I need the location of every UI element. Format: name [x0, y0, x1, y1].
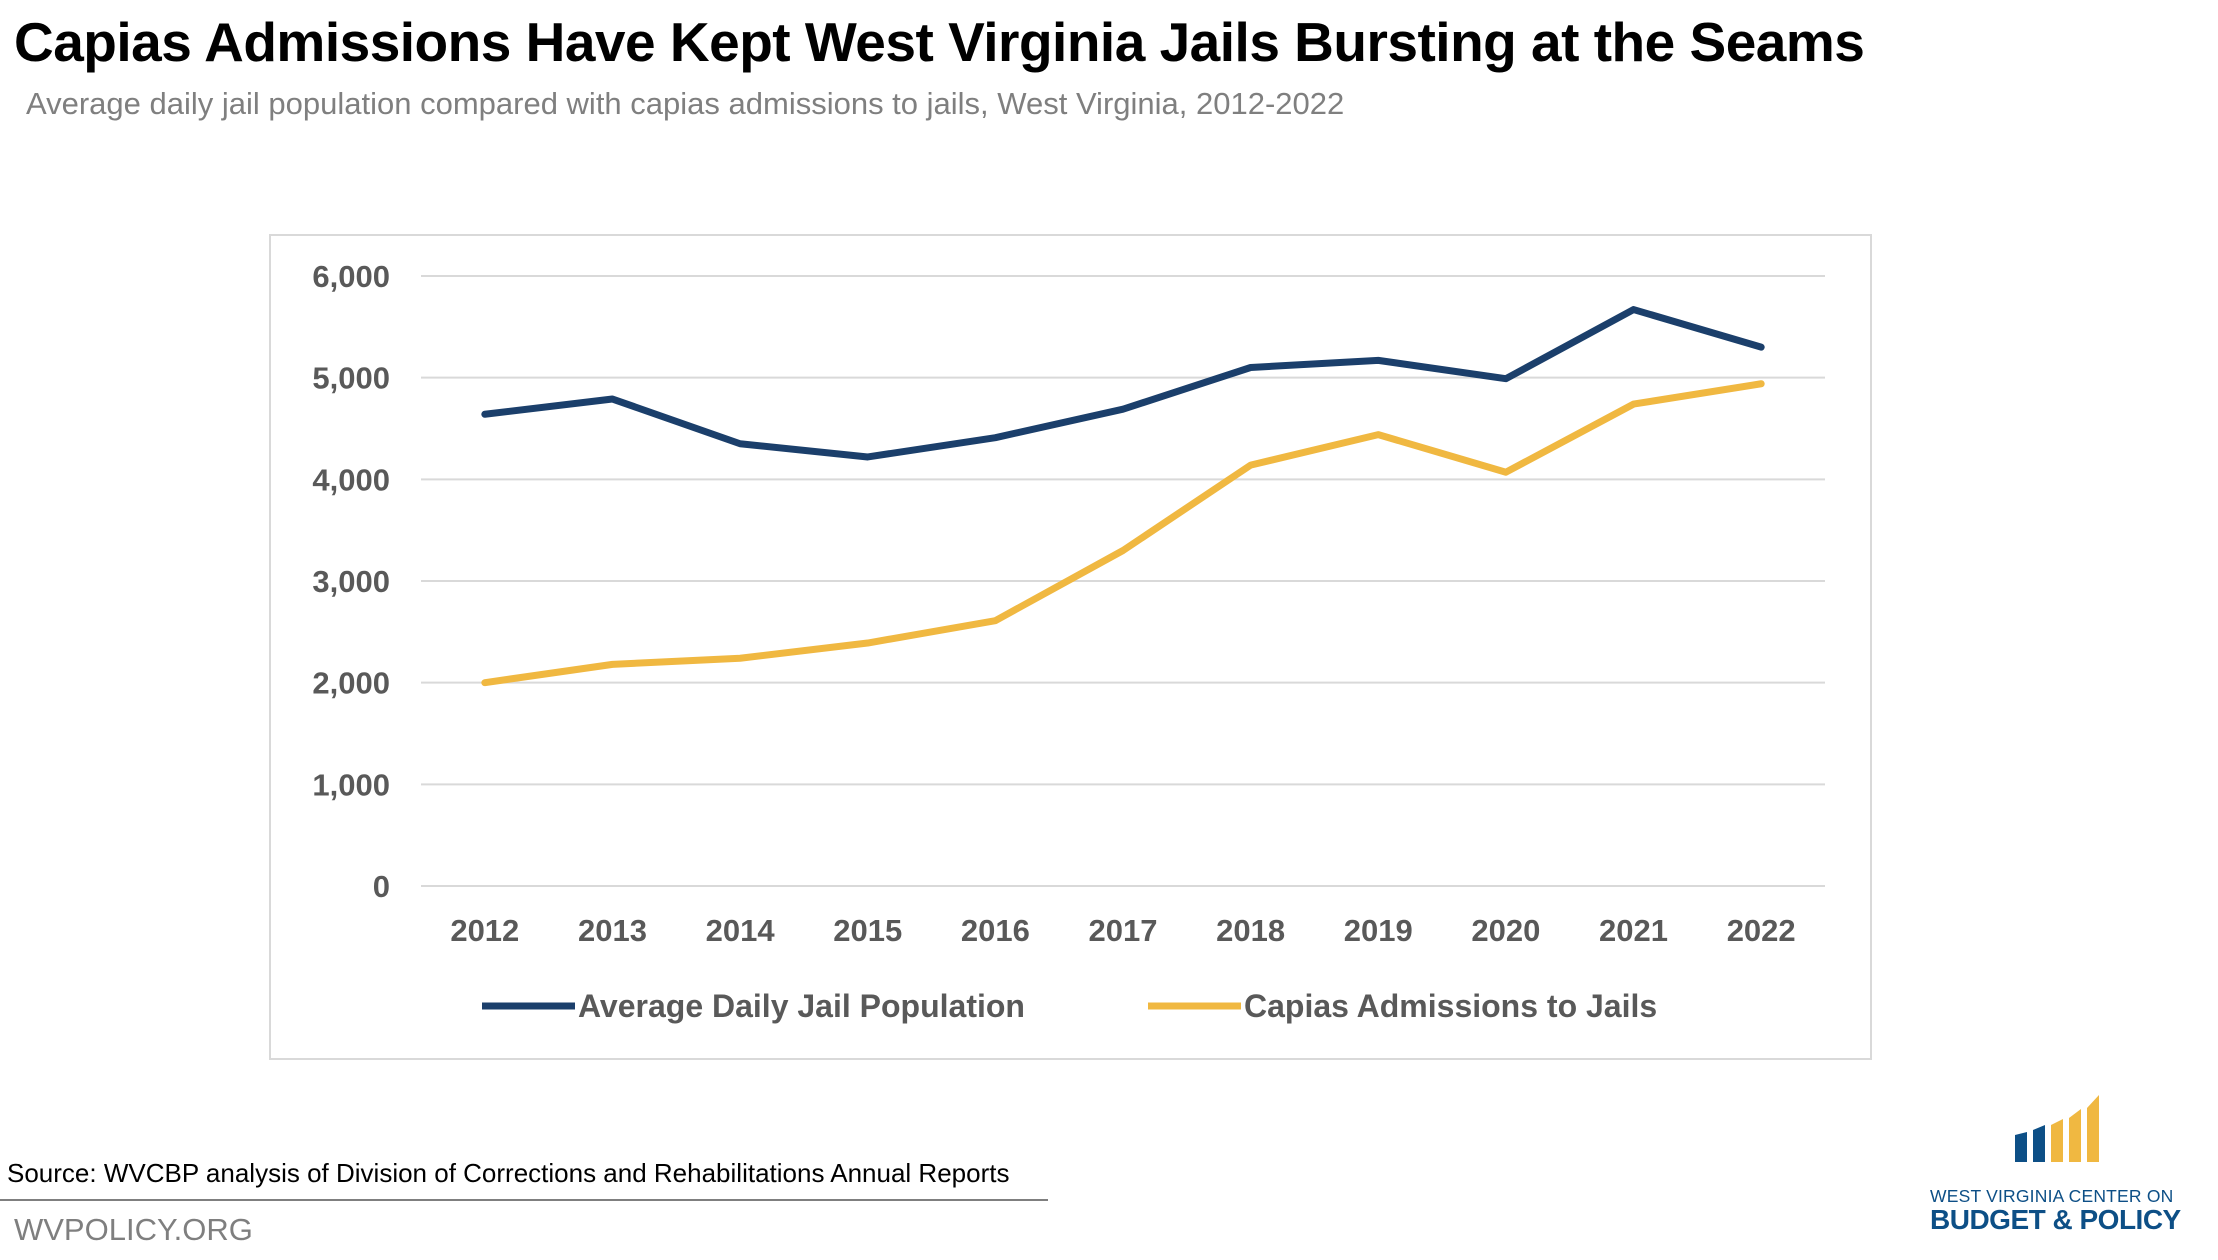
y-tick-label: 5,000 [312, 361, 390, 396]
logo-line1: WEST VIRGINIA CENTER ON [1930, 1186, 2174, 1206]
legend-label: Capias Admissions to Jails [1244, 988, 1657, 1024]
bar-logo-icon [2015, 1095, 2099, 1162]
y-tick-label: 3,000 [312, 564, 390, 599]
wvcbp-logo: WEST VIRGINIA CENTER ON BUDGET & POLICY [1890, 1090, 2200, 1240]
series-line-2 [481, 380, 1765, 687]
x-tick-label: 2016 [961, 913, 1030, 948]
x-tick-label: 2017 [1089, 913, 1158, 948]
y-tick-label: 1,000 [312, 767, 390, 802]
chart-title: Capias Admissions Have Kept West Virgini… [14, 11, 1865, 73]
x-tick-label: 2021 [1599, 913, 1668, 948]
website-link[interactable]: WVPOLICY.ORG [14, 1212, 253, 1247]
y-tick-label: 4,000 [312, 462, 390, 497]
x-tick-label: 2015 [833, 913, 902, 948]
logo-line2: BUDGET & POLICY [1930, 1204, 2181, 1235]
y-tick-label: 6,000 [312, 259, 390, 294]
chart-container [269, 234, 1872, 1060]
source-note: Source: WVCBP analysis of Division of Co… [7, 1158, 1010, 1188]
x-tick-label: 2018 [1216, 913, 1285, 948]
footer-divider [0, 1199, 1048, 1201]
x-tick-label: 2012 [450, 913, 519, 948]
chart-subtitle: Average daily jail population compared w… [26, 86, 1345, 121]
x-tick-label: 2022 [1727, 913, 1796, 948]
legend-label: Average Daily Jail Population [578, 988, 1025, 1024]
y-tick-label: 0 [373, 869, 390, 904]
x-tick-label: 2014 [706, 913, 776, 948]
x-tick-label: 2020 [1471, 913, 1540, 948]
x-tick-label: 2019 [1344, 913, 1413, 948]
x-tick-label: 2013 [578, 913, 647, 948]
y-tick-label: 2,000 [312, 666, 390, 701]
